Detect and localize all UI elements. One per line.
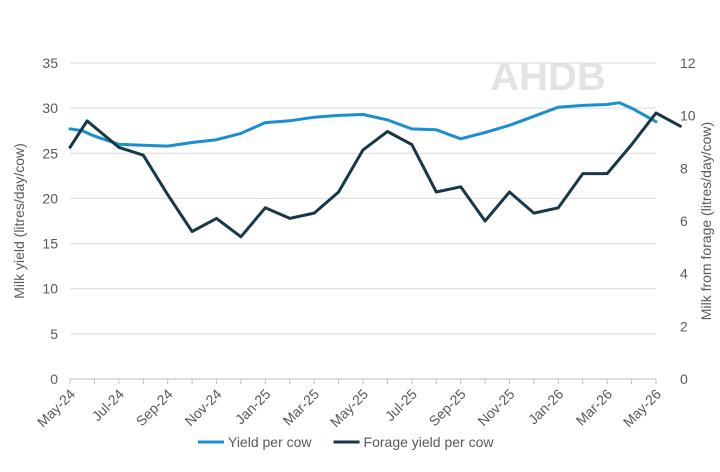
- y-tick-label: 35: [42, 55, 58, 71]
- y2-tick-label: 6: [680, 213, 688, 229]
- y-tick-label: 25: [42, 145, 58, 161]
- x-tick-label: Sep-24: [133, 386, 176, 429]
- x-tick-label: Jul-24: [89, 386, 127, 424]
- series-layer: [68, 101, 682, 239]
- y-tick-label: 0: [50, 371, 58, 387]
- y2-tick-label: 8: [680, 160, 688, 176]
- legend: Yield per cow Forage yield per cow: [198, 434, 494, 450]
- x-tick-label: Jan-26: [525, 386, 567, 428]
- x-tick-label: Jan-25: [232, 386, 274, 428]
- y2-tick-label: 10: [680, 108, 696, 124]
- series-line-yield-per-cow: [68, 101, 658, 148]
- x-tick-label: May-26: [620, 386, 664, 430]
- legend-label-forage-yield-per-cow: Forage yield per cow: [364, 434, 495, 450]
- x-tick-label: May-25: [327, 386, 371, 430]
- gridlines: [70, 62, 656, 335]
- y2-axis-title: Milk from forage (litres/day/cow): [698, 122, 714, 320]
- legend-label-yield-per-cow: Yield per cow: [228, 434, 312, 450]
- watermark-logo: AHDB: [490, 55, 606, 99]
- x-tick-label: Sep-25: [426, 386, 469, 429]
- x-tick-label: Jul-25: [382, 386, 420, 424]
- y2-tick-label: 4: [680, 266, 688, 282]
- y-tick-label: 30: [42, 100, 58, 116]
- y2-tick-label: 0: [680, 371, 688, 387]
- x-tick-label: May-24: [34, 386, 78, 430]
- y-tick-label: 20: [42, 190, 58, 206]
- y-tick-label: 5: [50, 326, 58, 342]
- y2-tick-label: 12: [680, 55, 696, 71]
- x-tick-label: Nov-25: [474, 386, 517, 429]
- x-tick-label: Mar-26: [573, 386, 616, 429]
- y-tick-label: 10: [42, 281, 58, 297]
- x-tick-label: Nov-24: [181, 386, 224, 429]
- x-tick-label: Mar-25: [280, 386, 323, 429]
- y-tick-label: 15: [42, 236, 58, 252]
- series-line-forage-yield-per-cow: [68, 111, 682, 239]
- y2-tick-label: 2: [680, 318, 688, 334]
- y-axis-title: Milk yield (litres/day/cow): [11, 143, 27, 299]
